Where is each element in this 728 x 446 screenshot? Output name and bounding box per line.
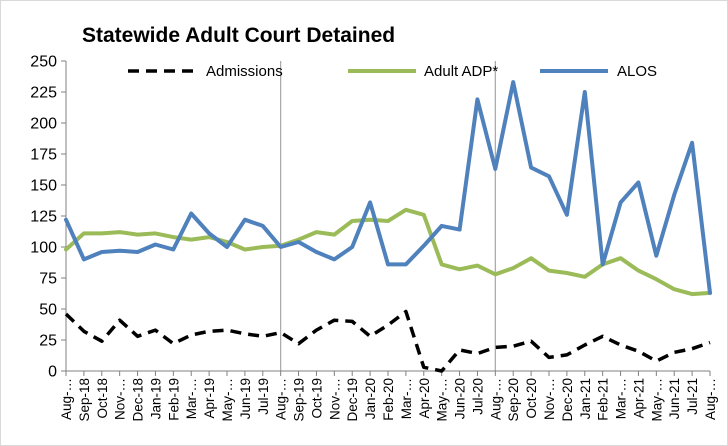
x-tick-label: Dec-18 — [131, 378, 146, 422]
x-tick-label: Jun-20 — [453, 378, 468, 419]
x-tick-label: Jan-19 — [148, 378, 163, 419]
x-tick-label: Jul-20 — [470, 378, 485, 415]
chart-title: Statewide Adult Court Detained — [82, 24, 395, 47]
x-tick-label: Nov-… — [327, 378, 342, 420]
legend-label-1: Admissions — [206, 63, 283, 80]
x-tick-label: Mar-… — [614, 378, 629, 419]
y-tick-label: 175 — [30, 147, 57, 164]
series — [64, 80, 712, 373]
y-tick-label: 225 — [30, 85, 57, 102]
x-tick-label: Aug-… — [488, 378, 503, 420]
x-tick-label: Dec-20 — [560, 378, 575, 422]
x-tick-label: Sep-20 — [506, 378, 521, 422]
x-tick-label: Feb-21 — [596, 378, 611, 421]
y-tick-label: 200 — [30, 116, 57, 133]
x-tick-label: Jan-20 — [363, 378, 378, 419]
y-tick-label: 100 — [30, 240, 57, 257]
x-axis-ticks: Aug-… Sep-18 Oct-18 Nov-… Dec-18 Jan-19 Feb-19… — [59, 371, 718, 422]
legend-label-2: Adult ADP* — [424, 63, 498, 80]
x-tick-label: May-… — [220, 378, 235, 422]
legend-label-3: ALOS — [617, 63, 657, 80]
x-tick-label: Apr-20 — [417, 378, 432, 419]
y-tick-label: 125 — [30, 209, 57, 226]
x-tick-label: Feb-19 — [166, 378, 181, 421]
y-tick-label: 75 — [39, 271, 57, 288]
x-tick-label: Oct-19 — [309, 378, 324, 419]
x-tick-label: Apr-21 — [631, 378, 646, 419]
x-tick-label: Feb-20 — [381, 378, 396, 421]
y-tick-label: 25 — [39, 333, 57, 350]
x-tick-label: May-… — [435, 378, 450, 422]
y-tick-label: 250 — [30, 54, 57, 71]
grid — [280, 61, 496, 371]
series-line-3 — [64, 80, 712, 295]
series-line-1 — [64, 309, 711, 373]
y-tick-label: 50 — [39, 302, 57, 319]
x-tick-label: Jun-19 — [238, 378, 253, 419]
x-tick-label: Mar-… — [184, 378, 199, 419]
x-tick-label: Oct-18 — [95, 378, 110, 419]
x-tick-label: Oct-20 — [524, 378, 539, 419]
x-tick-label: Jul-19 — [256, 378, 271, 415]
x-tick-label: Sep-19 — [292, 378, 307, 422]
x-tick-label: Dec-19 — [345, 378, 360, 422]
x-tick-label: Jun-21 — [667, 378, 682, 419]
y-axis-ticks: 0 25 50 75 100 125 150 175 200 225 250 — [30, 54, 66, 381]
x-tick-label: Sep-18 — [77, 378, 92, 422]
x-tick-label: Nov-… — [542, 378, 557, 420]
x-tick-label: Aug-… — [59, 378, 74, 420]
legend: Admissions Adult ADP* ALOS — [128, 63, 657, 80]
x-tick-label: Jul-21 — [685, 378, 700, 415]
x-tick-label: May-… — [649, 378, 664, 422]
y-tick-label: 150 — [30, 178, 57, 195]
x-tick-label: Aug-… — [274, 378, 289, 420]
x-tick-label: Aug-… — [703, 378, 718, 420]
x-tick-label: Mar-… — [399, 378, 414, 419]
x-tick-label: Nov-… — [113, 378, 128, 420]
y-tick-label: 0 — [48, 364, 57, 381]
x-tick-label: Apr-19 — [202, 378, 217, 419]
x-tick-label: Jan-21 — [578, 378, 593, 419]
